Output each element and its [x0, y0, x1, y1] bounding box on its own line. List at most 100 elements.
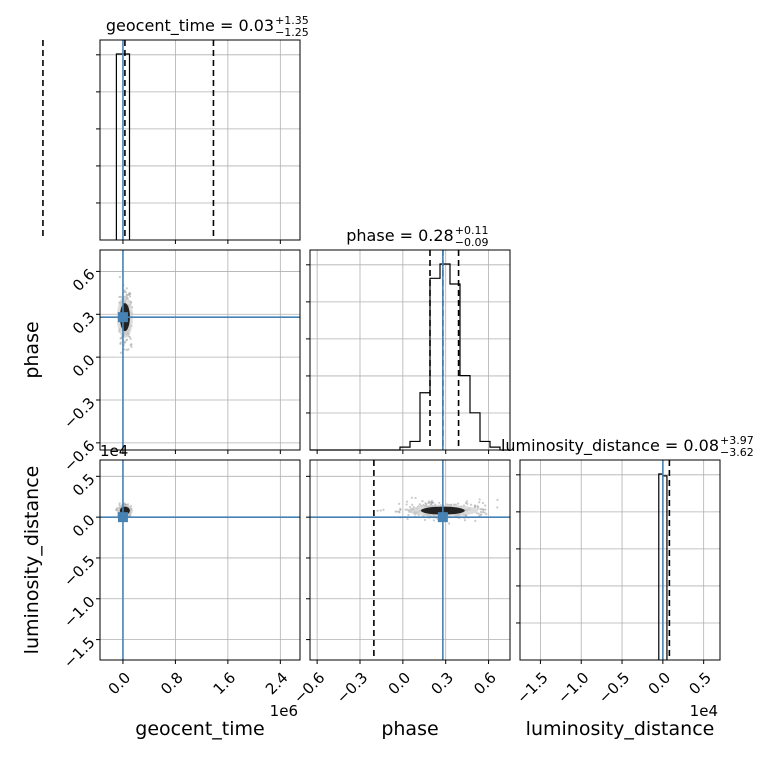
panel-title-phase: phase = 0.28 +0.11−0.09 [346, 224, 488, 249]
sample-point [484, 504, 487, 507]
sample-point [411, 503, 414, 506]
panel-frame [99, 459, 301, 661]
x-axis-title: geocent_time [135, 718, 264, 740]
sample-point [432, 501, 435, 504]
panel-title-luminosity_distance: luminosity_distance = 0.08 +3.97−3.62 [501, 434, 754, 459]
title-text: phase = 0.28 [346, 226, 453, 245]
sample-point [398, 502, 401, 505]
sample-point [405, 503, 408, 506]
sample-point [480, 507, 483, 511]
sample-point [405, 500, 409, 503]
sample-point [430, 501, 433, 504]
x-axis-geocent_time: 0.0 0.8 1.6 2.4 geocent_time 1e6 [105, 660, 298, 740]
sample-point [481, 501, 485, 505]
sample-point [128, 335, 131, 339]
sample-point [414, 496, 417, 500]
sample-point [379, 509, 382, 512]
x-tick-label: 0.0 [385, 669, 415, 699]
scatter-panel-geocent_time-phase [99, 249, 301, 451]
y-tick-label: 0.0 [69, 511, 99, 541]
sample-point [376, 509, 379, 512]
title-text: luminosity_distance = 0.08 [501, 436, 719, 456]
x-tick-label: −0.6 [290, 669, 328, 707]
scatter-panel-phase-luminosity_distance [309, 459, 511, 661]
y-axis-title: phase [21, 321, 43, 378]
sample-point [119, 342, 122, 345]
panel-frame [99, 249, 301, 451]
sample-point [421, 500, 424, 503]
sample-point [407, 513, 410, 517]
sample-point [477, 512, 480, 515]
title-minus: −1.25 [275, 26, 309, 39]
x-tick-label: −0.5 [595, 669, 633, 707]
sample-point [125, 287, 128, 290]
sample-point [118, 502, 121, 505]
y-tick-label: −0.3 [60, 394, 98, 432]
x-tick-label: 1.6 [210, 669, 240, 699]
sample-point [129, 344, 132, 347]
sample-point [432, 519, 435, 522]
y-tick-label: −1.5 [60, 633, 98, 671]
sample-point [128, 292, 131, 295]
sample-point [123, 502, 126, 505]
sample-point [478, 498, 481, 501]
truth-marker [437, 512, 448, 523]
panel-frame [519, 459, 721, 661]
sample-point [410, 496, 413, 499]
sample-point [482, 511, 485, 514]
sample-point [464, 501, 468, 505]
x-tick-label: 0.8 [157, 669, 187, 699]
sample-point [478, 501, 481, 504]
sample-point [119, 351, 122, 354]
sample-point [124, 291, 127, 294]
title-plus: +0.11 [455, 224, 489, 237]
y-axis-phase: −0.6 −0.3 0.0 0.3 0.6 phase [21, 265, 100, 475]
sample-point [127, 348, 130, 351]
x-offset-text: 1e6 [270, 702, 298, 720]
sample-point [476, 507, 479, 510]
sample-point [474, 519, 477, 522]
x-tick-label: −1.5 [513, 669, 551, 707]
x-tick-label: −1.0 [554, 669, 592, 707]
sample-point [129, 337, 132, 340]
x-tick-label: 0.0 [645, 669, 675, 699]
y-tick-label: 0.5 [69, 470, 99, 500]
sample-point [496, 506, 499, 509]
sample-point [480, 513, 483, 516]
y-tick-label: −0.6 [60, 437, 98, 475]
sample-point [118, 504, 121, 507]
sample-point [404, 508, 407, 511]
y-tick-label: −0.5 [60, 552, 98, 590]
sample-point [130, 345, 133, 348]
sample-point [448, 522, 451, 525]
panel-frame [99, 39, 301, 241]
histogram-phase [310, 263, 510, 451]
diag-panel-luminosity_distance: luminosity_distance = 0.08 +3.97−3.62 [373, 434, 754, 661]
y-tick-label: 0.6 [69, 265, 99, 295]
diag-panel-phase: phase = 0.28 +0.11−0.09 [306, 224, 511, 451]
sample-point [125, 348, 128, 352]
panels: geocent_time = 0.03 +1.35−1.25 phase = 0.2… [21, 14, 754, 740]
sample-point [125, 338, 129, 341]
sample-point [418, 503, 421, 506]
x-tick-label: 0.0 [105, 669, 135, 699]
x-tick-label: 2.4 [262, 669, 292, 699]
sample-point [128, 295, 132, 298]
x-axis-title: luminosity_distance [526, 718, 715, 740]
sample-point [476, 504, 479, 508]
title-minus: −3.62 [720, 446, 754, 459]
x-tick-label: −0.3 [333, 669, 371, 707]
sample-point [470, 503, 473, 506]
sample-point [428, 501, 431, 504]
sample-point [123, 341, 126, 344]
x-axis-phase: −0.6 −0.3 0.0 0.3 0.6 phase [290, 660, 500, 740]
y-tick-label: 0.3 [69, 308, 99, 338]
y-axis-title: luminosity_distance [21, 466, 43, 655]
title-text: geocent_time = 0.03 [106, 16, 274, 36]
sample-point [484, 508, 487, 511]
sample-point [438, 501, 441, 504]
title-minus: −0.09 [455, 236, 489, 249]
y-tick-label: 0.0 [69, 351, 99, 381]
sample-point [118, 275, 122, 279]
